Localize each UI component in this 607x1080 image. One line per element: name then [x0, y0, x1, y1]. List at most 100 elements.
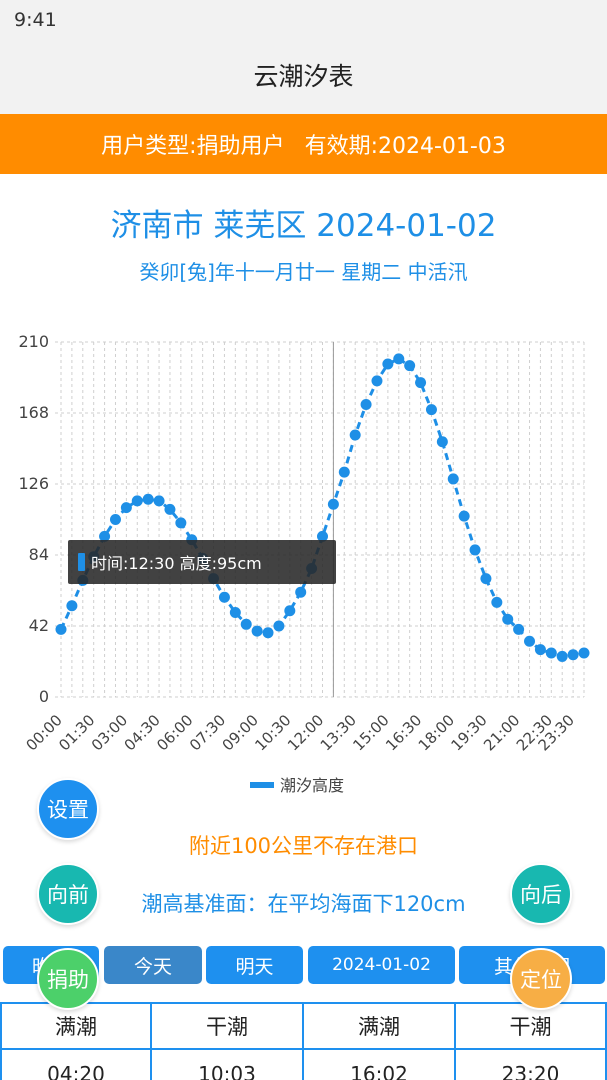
table-header-cell: 干潮 [152, 1004, 302, 1050]
data-point [218, 591, 230, 603]
data-point [317, 530, 328, 542]
data-point [229, 606, 241, 618]
x-tick-label: 18:00 [415, 711, 458, 754]
data-point [153, 495, 165, 507]
chart-grid [55, 341, 585, 698]
y-tick-label: 42 [29, 616, 49, 635]
table-cell: 04:20 [47, 1062, 105, 1080]
chart-legend: 潮汐高度 [250, 776, 344, 795]
y-tick-label: 210 [18, 332, 49, 351]
data-point [404, 360, 416, 372]
chart-tooltip: 时间:12:30 高度:95cm [68, 540, 336, 584]
table-cell: 10:03 [198, 1062, 256, 1080]
x-tick-label: 04:30 [121, 711, 164, 754]
table-column: 满潮 04:20 [0, 1004, 152, 1080]
table-header-cell: 满潮 [2, 1004, 150, 1050]
locate-button[interactable]: 定位 [510, 948, 572, 1010]
tide-datum-info: 潮高基准面：在平均海面下120cm [141, 892, 466, 916]
tooltip-swatch [78, 553, 85, 571]
x-tick-label: 15:00 [349, 711, 392, 754]
next-day-button[interactable]: 向后 [510, 863, 572, 925]
x-tick-label: 07:30 [186, 711, 229, 754]
data-point [240, 618, 252, 630]
data-point [524, 635, 536, 647]
tab-tomorrow[interactable]: 明天 [206, 946, 303, 984]
x-tick-label: 00:00 [23, 711, 66, 754]
status-bar: 9:41 [0, 0, 607, 40]
data-point [545, 647, 557, 659]
data-point [436, 436, 448, 448]
data-point [262, 627, 274, 639]
data-point [502, 613, 514, 625]
x-tick-label: 13:30 [317, 711, 360, 754]
data-point [491, 596, 503, 608]
data-point [458, 510, 470, 522]
x-tick-label: 06:00 [153, 711, 196, 754]
data-point [513, 623, 525, 635]
chart-series [55, 353, 590, 662]
data-point [295, 586, 307, 598]
table-cell: 16:02 [350, 1062, 408, 1080]
table-column: 干潮 10:03 [152, 1004, 304, 1080]
y-tick-label: 84 [29, 545, 49, 564]
data-point [327, 498, 339, 510]
data-point [425, 404, 437, 416]
data-point [415, 377, 427, 389]
valid-until-label: 有效期:2024-01-03 [304, 134, 506, 159]
y-tick-label: 168 [18, 403, 49, 422]
tab-selected-date[interactable]: 2024-01-02 [308, 946, 455, 984]
y-tick-label: 0 [39, 687, 49, 706]
data-point [251, 625, 263, 637]
data-point [447, 473, 459, 485]
data-point [175, 517, 187, 529]
x-tick-label: 01:30 [55, 711, 98, 754]
table-header-cell: 满潮 [304, 1004, 454, 1050]
data-point [360, 399, 372, 411]
data-point [99, 530, 111, 542]
legend-label: 潮汐高度 [280, 776, 344, 795]
legend-swatch [250, 782, 274, 788]
data-point [120, 502, 132, 514]
data-point [480, 573, 492, 585]
app-title: 云潮汐表 [253, 62, 354, 91]
tooltip-text: 时间:12:30 高度:95cm [91, 554, 262, 573]
table-column: 满潮 16:02 [304, 1004, 456, 1080]
app-title-bar: 云潮汐表 [0, 40, 607, 114]
data-point [382, 358, 394, 370]
no-port-notice: 附近100公里不存在港口 [188, 834, 419, 858]
data-point [164, 503, 176, 515]
data-point [556, 650, 568, 662]
data-point [578, 647, 590, 659]
x-tick-label: 21:00 [480, 711, 523, 754]
x-tick-label: 12:00 [284, 711, 327, 754]
tab-today[interactable]: 今天 [104, 946, 202, 984]
x-tick-label: 10:30 [251, 711, 294, 754]
table-column: 干潮 23:20 [456, 1004, 607, 1080]
tide-times-table: 满潮 04:20 干潮 10:03 满潮 16:02 干潮 23:20 [0, 1002, 607, 1080]
data-point [66, 600, 78, 612]
data-point [371, 375, 383, 387]
data-point [142, 493, 154, 505]
table-header-cell: 干潮 [456, 1004, 605, 1050]
data-point [534, 644, 546, 656]
data-point [469, 544, 481, 556]
tide-chart[interactable]: 0428412616821000:0001:3003:0004:3006:000… [0, 325, 607, 805]
status-time: 9:41 [14, 9, 57, 31]
data-point [284, 605, 296, 617]
donate-button[interactable]: 捐助 [37, 948, 99, 1010]
data-point [567, 649, 579, 661]
data-point [131, 495, 143, 507]
user-type-label: 用户类型:捐助用户 [101, 134, 285, 159]
data-point [393, 353, 405, 365]
table-cell: 23:20 [501, 1062, 560, 1080]
lunar-date-line: 癸卯[兔]年十一月廿一 星期二 中活汛 [139, 260, 468, 284]
data-point [349, 429, 361, 441]
x-tick-label: 19:30 [447, 711, 490, 754]
y-tick-label: 126 [18, 474, 49, 493]
data-point [273, 620, 285, 632]
data-point [338, 466, 350, 478]
settings-button[interactable]: 设置 [37, 778, 99, 840]
x-tick-label: 16:30 [382, 711, 425, 754]
data-point [109, 514, 121, 525]
previous-day-button[interactable]: 向前 [37, 863, 99, 925]
